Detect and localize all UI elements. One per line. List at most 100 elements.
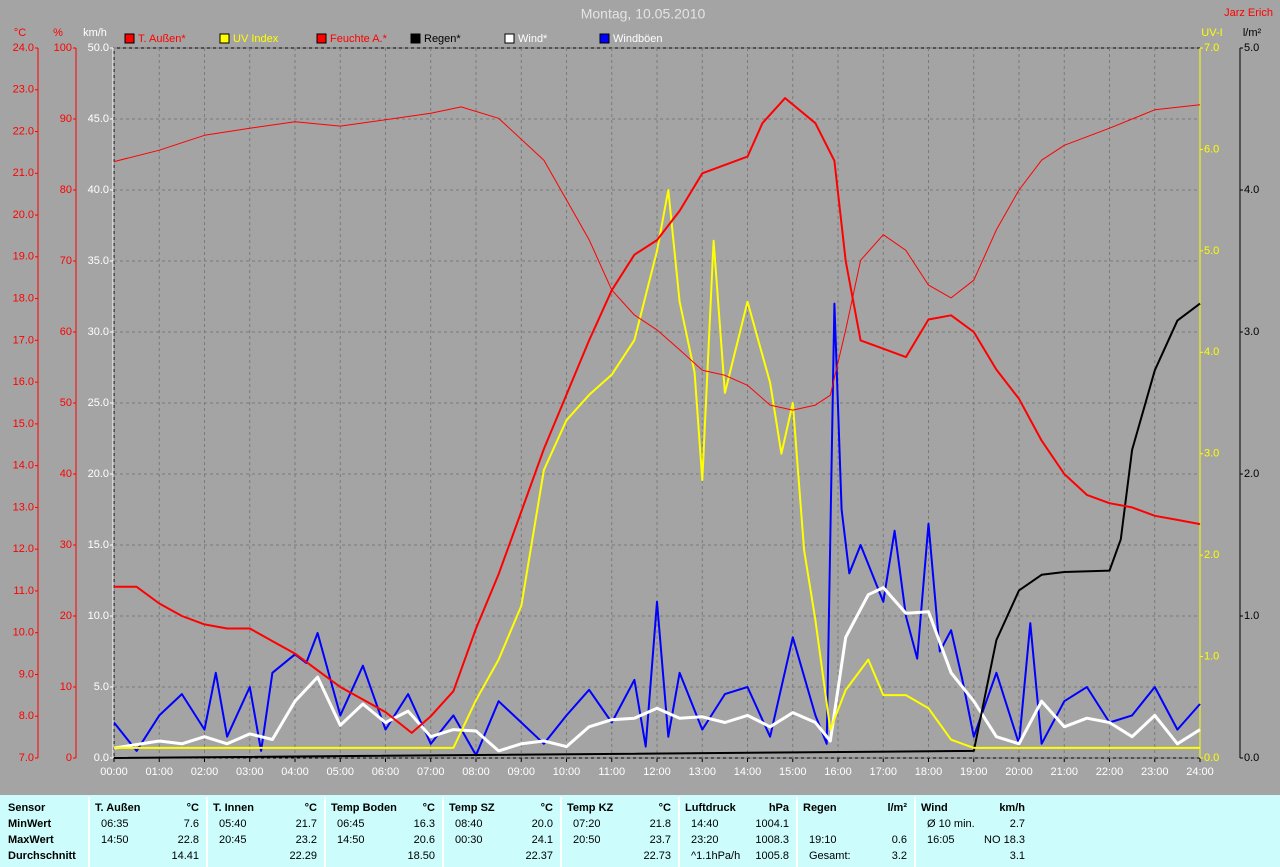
stats-col-name: T. Innen [213, 802, 254, 814]
x-tick-label: 20:00 [1005, 766, 1033, 778]
stats-time: 14:50 [101, 834, 129, 846]
y-tick-label: 15.0 [88, 539, 109, 551]
stats-col-name: Regen [803, 802, 837, 814]
stats-value: 24.1 [532, 834, 553, 846]
x-tick-label: 14:00 [734, 766, 762, 778]
stats-time: Gesamt: [809, 850, 851, 862]
stats-value: 20.6 [414, 834, 435, 846]
y-tick-label: 13.0 [13, 501, 34, 513]
legend-swatch [504, 33, 515, 44]
author: Jarz Erich [1224, 7, 1273, 19]
stats-time: 14:50 [337, 834, 365, 846]
y-tick-label: 18.0 [13, 292, 34, 304]
stats-value: NO 18.3 [984, 834, 1025, 846]
stats-time: 06:45 [337, 818, 365, 830]
y-tick-label: 10 [60, 681, 72, 693]
y-tick-label: 50.0 [88, 42, 109, 54]
chart-title: Montag, 10.05.2010 [581, 6, 706, 22]
stats-value: 0.6 [892, 834, 907, 846]
x-tick-label: 08:00 [462, 766, 490, 778]
x-tick-label: 22:00 [1096, 766, 1124, 778]
stats-time: 20:45 [219, 834, 247, 846]
y-tick-label: 10.0 [13, 627, 34, 639]
y-tick-label: 24.0 [13, 42, 34, 54]
legend-swatch [219, 33, 230, 44]
series-line [114, 97, 1201, 734]
y-tick-label: 2.0 [1244, 468, 1259, 480]
x-tick-label: 10:00 [553, 766, 581, 778]
x-tick-label: 11:00 [598, 766, 625, 778]
stats-time: 05:40 [219, 818, 247, 830]
x-tick-label: 18:00 [915, 766, 943, 778]
stats-col-unit: °C [187, 802, 199, 814]
y-tick-label: 100 [54, 42, 72, 54]
y-tick-label: 10.0 [88, 610, 109, 622]
series-line [114, 189, 1200, 749]
series-line [113, 302, 1201, 759]
stats-value: 1008.3 [755, 834, 789, 846]
stats-value: 20.0 [532, 818, 553, 830]
x-tick-label: 12:00 [643, 766, 671, 778]
y-tick-label: 14.0 [13, 460, 34, 472]
x-tick-label: 06:00 [372, 766, 400, 778]
stats-value: 22.37 [525, 850, 553, 862]
stats-col-unit: hPa [769, 802, 790, 814]
x-tick-label: 13:00 [688, 766, 716, 778]
stats-value: 23.2 [296, 834, 317, 846]
y-tick-label: 7.0 [19, 752, 34, 764]
y-axis-unit: % [53, 27, 63, 39]
y-tick-label: 6.0 [1204, 143, 1219, 155]
y-axis-unit: UV-I [1201, 27, 1222, 39]
stats-value: 18.50 [407, 850, 435, 862]
stats-col-name: T. Außen [95, 802, 141, 814]
stats-time: 20:50 [573, 834, 601, 846]
stats-col-name: Luftdruck [685, 802, 737, 814]
x-tick-label: 09:00 [507, 766, 535, 778]
stats-col-unit: °C [541, 802, 553, 814]
y-tick-label: 11.0 [13, 585, 34, 597]
y-axis-unit: l/m² [1243, 27, 1262, 39]
stats-col-name: Temp KZ [567, 802, 614, 814]
y-tick-label: 1.0 [1244, 610, 1259, 622]
x-tick-label: 01:00 [145, 766, 173, 778]
x-tick-label: 19:00 [960, 766, 988, 778]
x-tick-label: 24:00 [1186, 766, 1214, 778]
stats-col-unit: l/m² [887, 802, 907, 814]
x-tick-label: 00:00 [100, 766, 128, 778]
legend-swatch [124, 33, 135, 44]
legend-swatch [599, 33, 610, 44]
y-tick-label: 60 [60, 326, 72, 338]
y-axis-unit: km/h [83, 27, 107, 39]
y-tick-label: 50 [60, 397, 72, 409]
legend-label: Regen* [424, 33, 461, 45]
y-tick-label: 20.0 [13, 209, 34, 221]
y-tick-label: 40.0 [88, 184, 109, 196]
x-tick-label: 16:00 [824, 766, 852, 778]
stats-time: 07:20 [573, 818, 601, 830]
stats-value: 21.7 [296, 818, 317, 830]
y-tick-label: 3.0 [1204, 448, 1219, 460]
stats-row-label: Durchschnitt [8, 850, 76, 862]
x-tick-label: 07:00 [417, 766, 445, 778]
stats-time: 00:30 [455, 834, 483, 846]
stats-value: 1004.1 [755, 818, 789, 830]
y-tick-label: 2.0 [1204, 549, 1219, 561]
legend-swatch [316, 33, 327, 44]
legend-label: T. Außen* [138, 33, 186, 45]
stats-time: 23:20 [691, 834, 719, 846]
y-tick-label: 70 [60, 255, 72, 267]
y-axis-unit: °C [14, 27, 26, 39]
y-tick-label: 8.0 [19, 710, 34, 722]
y-tick-label: 12.0 [13, 543, 34, 555]
stats-value: 21.8 [650, 818, 671, 830]
y-tick-label: 80 [60, 184, 72, 196]
stats-value: 16.3 [414, 818, 435, 830]
stats-value: 3.1 [1010, 850, 1025, 862]
stats-row-label: MinWert [8, 818, 52, 830]
x-tick-label: 15:00 [779, 766, 807, 778]
stats-col-name: Temp Boden [331, 802, 397, 814]
y-tick-label: 20.0 [88, 468, 109, 480]
y-tick-label: 1.0 [1204, 650, 1219, 662]
